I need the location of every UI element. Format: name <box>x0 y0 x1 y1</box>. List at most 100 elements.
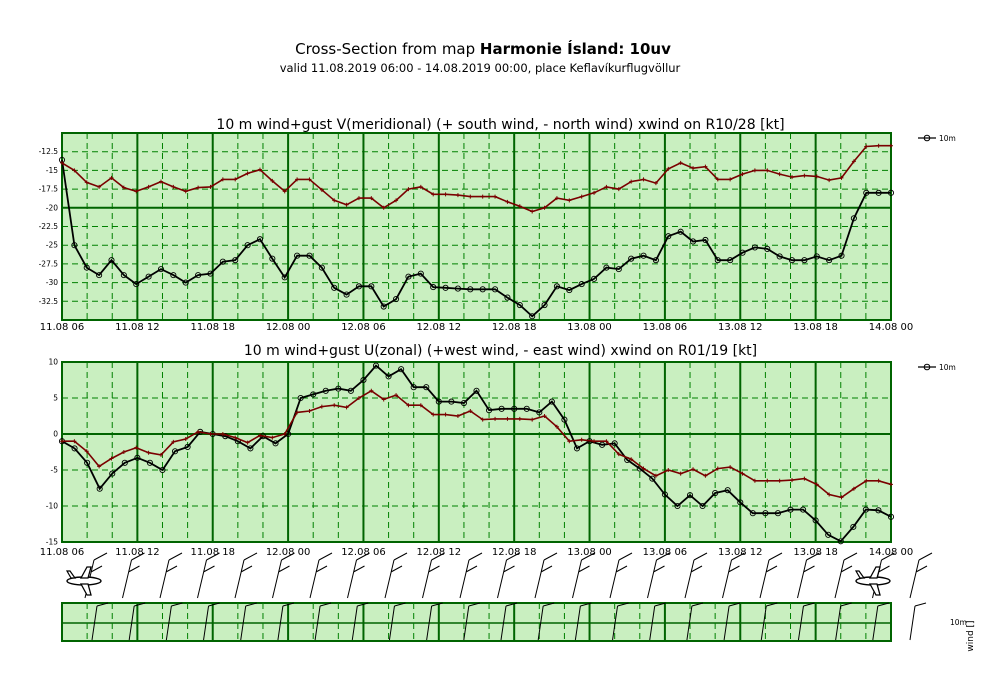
wind-barb <box>128 602 146 641</box>
wind-point <box>751 244 758 251</box>
gust-point <box>790 478 795 483</box>
wind-barb <box>314 602 332 641</box>
wind-point <box>862 506 869 513</box>
gust-point <box>233 435 238 440</box>
wind-point <box>837 538 844 545</box>
wind-point <box>887 513 895 520</box>
gust-point <box>728 465 733 470</box>
wind-point <box>661 491 668 498</box>
wind-point <box>813 253 820 260</box>
wind-point <box>473 387 480 394</box>
gust-point <box>889 143 893 148</box>
wind-point <box>347 387 354 394</box>
wind-point <box>548 398 555 405</box>
wind-point <box>232 257 239 264</box>
gust-point <box>431 412 436 417</box>
gust-point <box>245 171 250 176</box>
wind-point <box>812 517 819 524</box>
wind-point <box>435 398 442 405</box>
wind-point <box>145 273 152 280</box>
gust-point <box>889 482 893 487</box>
wind-point <box>599 441 606 448</box>
wind-point <box>826 257 833 264</box>
x-tick-label: 13.08 06 <box>643 547 688 558</box>
gust-point <box>183 437 188 442</box>
x-tick-label: 12.08 18 <box>492 547 537 558</box>
wind-point <box>355 283 363 290</box>
y-tick-label: -27.5 <box>39 259 59 268</box>
meridional-wind-panel: -12.5 -15 -17.5 -20 -22.5 -25 -27.5 -30 -32.5 11.… <box>39 117 956 333</box>
x-tick-label: 12.08 18 <box>492 322 537 333</box>
wind-point <box>372 362 380 369</box>
gust-point <box>60 160 64 165</box>
wind-barb <box>647 552 670 599</box>
gust-point <box>740 471 745 476</box>
wind-point <box>541 301 548 309</box>
gust-point <box>765 168 770 173</box>
wind-barb <box>909 602 927 641</box>
wind-point <box>170 272 177 279</box>
gust-point <box>146 184 151 189</box>
gust-point <box>84 180 89 185</box>
gust-point <box>406 187 411 192</box>
wind-point <box>343 291 350 298</box>
wind-barb <box>835 602 852 641</box>
legend-label: 10m <box>939 363 956 372</box>
gust-point <box>233 177 238 182</box>
gust-point <box>604 184 609 189</box>
gust-point <box>455 414 460 418</box>
gust-point <box>208 184 213 189</box>
wind-barb <box>91 602 109 641</box>
wind-point <box>71 242 78 249</box>
wind-point <box>410 384 417 391</box>
gust-point <box>567 439 572 444</box>
gust-point <box>752 478 757 483</box>
gust-point <box>480 194 485 199</box>
wind-point <box>479 286 486 293</box>
x-tick-label: 14.08 00 <box>869 547 914 558</box>
gust-point <box>60 439 64 444</box>
wind-point <box>120 272 127 279</box>
gust-point <box>505 416 510 421</box>
wind-point <box>182 279 189 286</box>
wind-point <box>108 257 115 264</box>
wind-point <box>184 443 191 451</box>
wind-point <box>256 236 264 243</box>
gust-point <box>97 464 102 469</box>
gust-point <box>666 166 671 171</box>
gust-point <box>864 144 869 149</box>
wind-point <box>322 387 329 394</box>
gust-point <box>307 408 312 413</box>
gust-point <box>369 388 374 393</box>
wind-point <box>380 303 387 310</box>
wind-point <box>686 492 694 499</box>
gust-point <box>332 403 337 408</box>
gust-point <box>369 196 374 201</box>
wind-barb <box>309 552 333 599</box>
y-tick-label: -15 <box>46 538 58 547</box>
gust-point <box>158 452 163 457</box>
wind-point <box>454 285 461 292</box>
wind-point <box>498 405 505 412</box>
wind-barb <box>351 602 369 641</box>
y-tick-label: -25 <box>46 241 58 250</box>
gust-point <box>592 190 597 195</box>
y-tick-label: 5 <box>53 394 58 403</box>
gust-point <box>715 466 720 471</box>
legend-label: 10m <box>939 134 956 143</box>
wind-barb <box>760 602 778 641</box>
wind-point <box>269 255 276 262</box>
wind-point <box>801 257 808 264</box>
wind-barb <box>649 602 666 641</box>
wind-barb <box>422 552 445 599</box>
wind-point <box>492 286 499 293</box>
gust-point <box>183 189 188 194</box>
wind-point <box>318 264 325 271</box>
gust-point <box>641 177 646 182</box>
wind-point <box>83 264 90 271</box>
gust-point <box>394 198 399 203</box>
wind-point <box>764 245 771 252</box>
y-tick-label: -12.5 <box>39 147 59 156</box>
gust-point <box>715 177 720 182</box>
